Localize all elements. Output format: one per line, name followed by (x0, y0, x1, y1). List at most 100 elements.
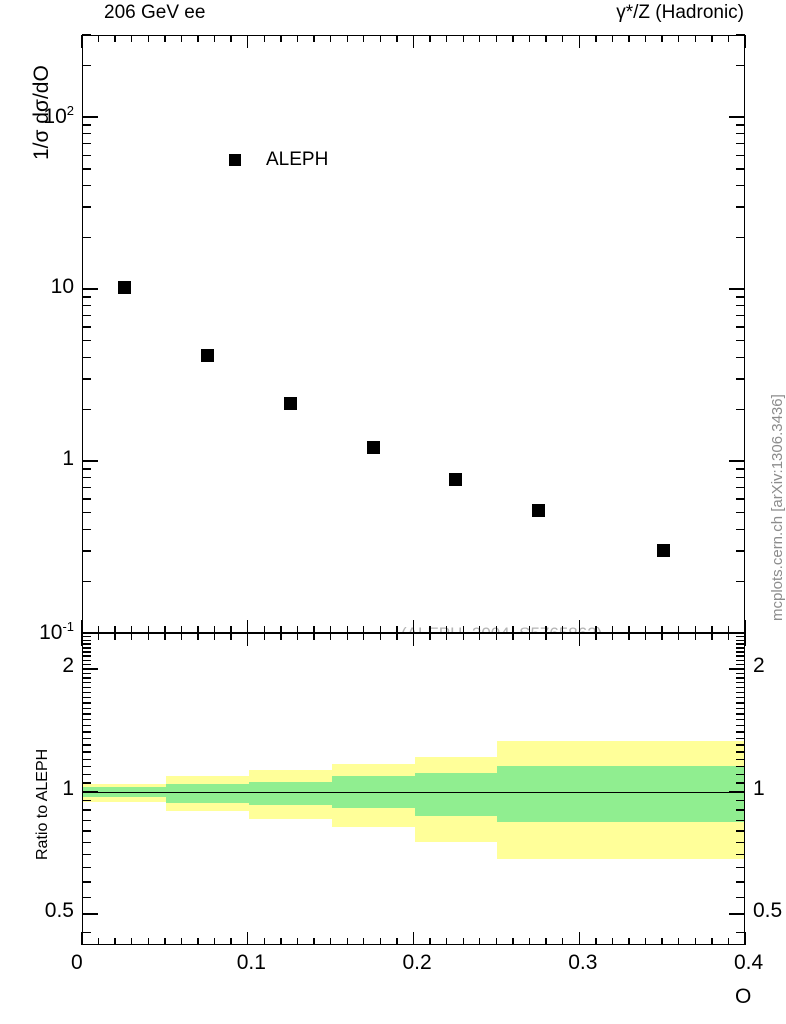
ratio-ytick-minor (82, 751, 91, 753)
ratio-xtick-top-minor (379, 633, 382, 640)
main-ytick-minor-right (736, 340, 745, 342)
main-xtick-top-minor (164, 35, 166, 42)
ratio-xtick-top-minor (479, 633, 481, 640)
main-ytick-minor-right (736, 476, 745, 479)
main-ytick-minor-right (736, 550, 745, 552)
main-xtick-minor (678, 626, 680, 633)
main-ytick-minor (82, 340, 91, 342)
main-xtick-minor (528, 626, 531, 633)
main-xtick-minor (495, 626, 498, 633)
credit-watermark: mcplots.cern.ch [arXiv:1306.3436] (769, 394, 786, 621)
data-point-aleph (656, 544, 670, 558)
main-ytick-major-right (729, 460, 745, 462)
main-ytick-minor-right (736, 133, 745, 135)
ratio-xtick-top-minor (711, 633, 713, 640)
main-y-tick-label: 1 (62, 447, 74, 471)
ratio-ytick-minor (82, 672, 91, 675)
ratio-xtick-top-minor (678, 633, 680, 640)
ratio-ytick-minor (82, 809, 91, 811)
ratio-ytick-minor (82, 896, 91, 898)
main-xtick-top-major (81, 35, 83, 48)
ratio-ytick-minor (82, 744, 91, 746)
ratio-ytick-minor (82, 677, 91, 679)
main-xtick-top-minor (280, 35, 282, 42)
ratio-xtick-top-minor (114, 633, 116, 640)
ratio-ytick-minor (82, 782, 91, 784)
main-xtick-minor (545, 626, 547, 633)
ratio-ytick-minor-right (736, 744, 745, 746)
ratio-ytick-minor (82, 713, 91, 715)
ratio-xtick-top-minor (131, 633, 133, 640)
ratio-band-inner (414, 773, 498, 817)
main-xtick-top-minor (147, 35, 149, 42)
ratio-xtick-major (744, 932, 746, 945)
main-xtick-top-minor (197, 35, 199, 42)
x-tick-label: 0 (71, 951, 83, 974)
ratio-xtick-top-minor (644, 633, 647, 640)
main-ytick-minor (82, 468, 91, 470)
main-xtick-minor (114, 626, 116, 633)
ratio-xtick-top-minor (197, 633, 199, 640)
main-ytick-minor-right (736, 356, 745, 359)
main-ytick-minor-right (736, 580, 745, 582)
ratio-ytick-minor (82, 881, 91, 883)
data-point-aleph (449, 473, 463, 487)
ratio-xtick-minor (363, 938, 365, 945)
main-ytick-minor (82, 133, 91, 135)
ratio-xtick-top-minor (512, 633, 514, 640)
ratio-xtick-minor (644, 938, 647, 945)
main-xtick-minor (280, 626, 282, 633)
ratio-y-axis-label: Ratio to ALEPH (34, 748, 51, 860)
ratio-ytick-minor (82, 731, 91, 733)
ratio-xtick-minor (611, 938, 614, 945)
ratio-xtick-minor (131, 938, 133, 945)
main-xtick-minor (263, 626, 266, 633)
x-tick-label: 0.3 (568, 951, 598, 974)
ratio-xtick-minor (462, 938, 464, 945)
main-ytick-major-right (729, 288, 745, 290)
ratio-ytick-minor (82, 635, 91, 638)
ratio-y-tick-label-right: 1 (753, 776, 765, 800)
ratio-ytick-minor (82, 663, 91, 666)
ratio-ytick-minor (82, 639, 91, 642)
main-xtick-top-minor (595, 35, 597, 42)
ratio-ytick-minor-right (736, 663, 745, 666)
ratio-xtick-minor (678, 938, 680, 945)
ratio-ytick-minor-right (736, 632, 745, 634)
main-xtick-top-minor (396, 35, 398, 42)
ratio-ytick-minor (82, 655, 91, 657)
ratio-ytick-minor-right (736, 725, 745, 727)
ratio-ytick-minor (82, 932, 91, 934)
main-ytick-minor-right (736, 168, 745, 170)
main-xtick-top-minor (329, 35, 332, 42)
ratio-xtick-top-minor (213, 633, 216, 640)
main-xtick-top-minor (694, 35, 696, 42)
ratio-xtick-top-minor (595, 633, 597, 640)
ratio-xtick-top-minor (263, 633, 266, 640)
ratio-ytick-minor-right (736, 659, 745, 661)
ratio-ytick-minor-right (736, 681, 745, 684)
ratio-y-tick-label-left: 2 (62, 653, 74, 677)
main-xtick-top-minor (528, 35, 531, 42)
ratio-xtick-minor (263, 938, 266, 945)
main-xtick-top-minor (678, 35, 680, 42)
ratio-ytick-minor-right (736, 707, 745, 710)
main-ytick-minor (82, 326, 91, 328)
ratio-xtick-top-minor (296, 633, 299, 640)
main-ytick-minor-right (736, 296, 745, 298)
main-ytick-minor (82, 314, 91, 317)
ratio-ytick-minor (82, 853, 91, 856)
main-xtick-top-minor (379, 35, 382, 42)
ratio-ytick-minor-right (736, 696, 745, 699)
main-ytick-minor (82, 124, 91, 126)
main-ytick-minor (82, 408, 91, 410)
ratio-xtick-top-minor (611, 633, 614, 640)
main-xtick-minor (197, 626, 199, 633)
ratio-ytick-minor-right (736, 841, 745, 844)
ratio-ytick-minor-right (736, 751, 745, 753)
main-xtick-top-minor (561, 35, 564, 42)
ratio-xtick-top-minor (561, 633, 564, 640)
main-xtick-top-minor (545, 35, 547, 42)
ratio-ytick-minor (82, 681, 91, 684)
